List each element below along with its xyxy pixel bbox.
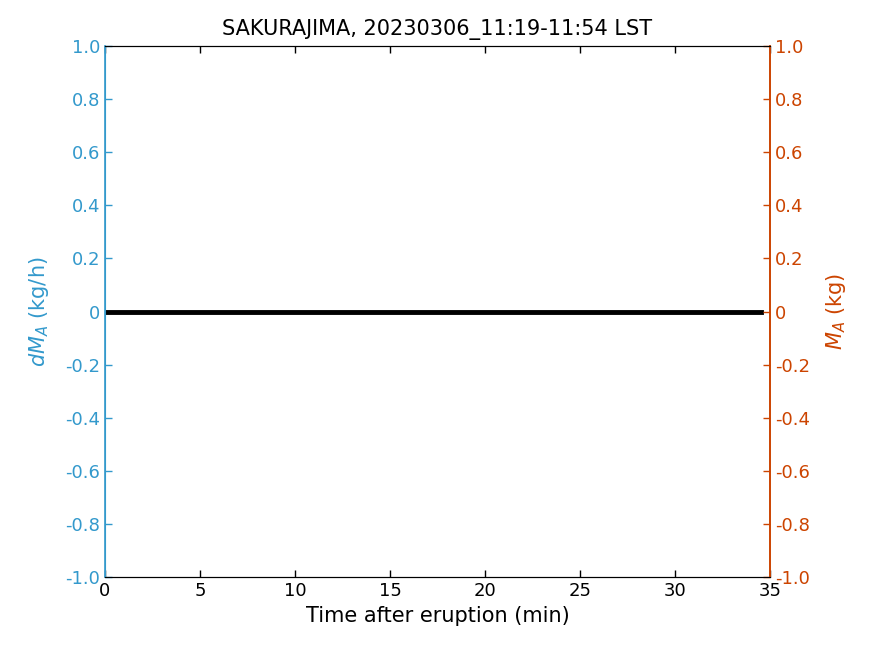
X-axis label: Time after eruption (min): Time after eruption (min): [305, 605, 570, 626]
Y-axis label: $M_A$ (kg): $M_A$ (kg): [823, 273, 848, 350]
Y-axis label: $dM_A$ (kg/h): $dM_A$ (kg/h): [27, 256, 52, 367]
Title: SAKURAJIMA, 20230306_11:19-11:54 LST: SAKURAJIMA, 20230306_11:19-11:54 LST: [222, 19, 653, 40]
